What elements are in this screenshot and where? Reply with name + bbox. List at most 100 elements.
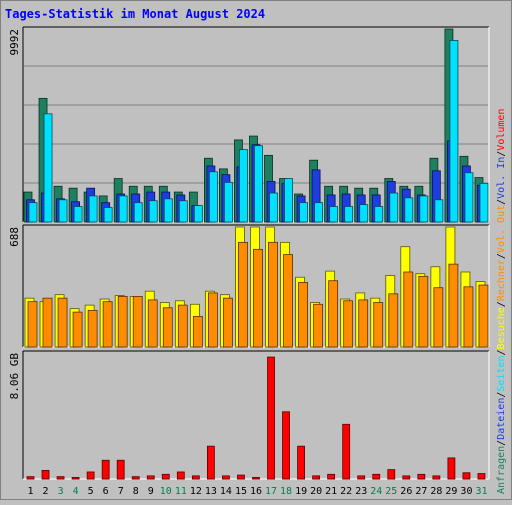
legend-item: Besuche [496, 307, 507, 349]
day-label-6: 6 [103, 486, 109, 497]
day-label-24: 24 [370, 486, 382, 497]
bar-volume-volumen-day-10 [161, 473, 170, 480]
day-label-20: 20 [310, 486, 322, 497]
bar-hits-seiten-day-24 [374, 206, 384, 223]
bar-visits-rechner-day-18 [283, 254, 293, 348]
day-label-2: 2 [43, 486, 49, 497]
bar-volume-volumen-day-16 [252, 477, 260, 480]
bar-hits-seiten-day-9 [148, 200, 158, 223]
bar-visits-rechner-day-13 [207, 292, 218, 348]
bar-volume-volumen-day-28 [432, 475, 441, 480]
legend-item: / [496, 199, 507, 205]
bar-hits-seiten-day-27 [419, 195, 429, 223]
bar-volume-volumen-day-8 [131, 476, 140, 480]
bar-hits-seiten-day-11 [178, 200, 188, 223]
day-label-26: 26 [400, 486, 412, 497]
bar-volume-volumen-day-15 [237, 474, 245, 480]
panel-hits-max-label: 9992 [8, 29, 21, 56]
bar-volume-volumen-day-5 [86, 471, 95, 480]
bar-visits-rechner-day-27 [418, 275, 429, 348]
bar-hits-seiten-day-26 [404, 197, 414, 223]
day-label-3: 3 [58, 486, 64, 497]
day-label-17: 17 [265, 486, 277, 497]
bar-hits-seiten-day-5 [88, 195, 98, 223]
legend-item: / [496, 253, 507, 259]
bar-visits-rechner-day-31 [478, 284, 489, 348]
bar-visits-rechner-day-25 [388, 293, 399, 348]
day-label-29: 29 [445, 486, 457, 497]
bar-visits-rechner-day-15 [238, 241, 248, 348]
legend-item: Seiten [496, 355, 507, 391]
legend-item: / [496, 151, 507, 157]
day-label-12: 12 [190, 486, 202, 497]
bar-hits-seiten-day-19 [299, 202, 308, 223]
bar-volume-volumen-day-23 [357, 475, 366, 480]
bar-visits-rechner-day-12 [192, 316, 203, 348]
bar-visits-rechner-day-20 [313, 303, 324, 348]
day-label-28: 28 [430, 486, 442, 497]
day-label-14: 14 [220, 486, 232, 497]
day-label-8: 8 [133, 486, 139, 497]
bar-hits-seiten-day-25 [389, 192, 399, 223]
bar-volume-volumen-day-31 [477, 473, 486, 480]
bar-hits-seiten-day-29 [449, 40, 459, 223]
day-label-1: 1 [28, 486, 34, 497]
day-label-16: 16 [250, 486, 262, 497]
day-label-13: 13 [205, 486, 217, 497]
bar-hits-seiten-day-3 [58, 199, 68, 223]
bar-volume-volumen-day-29 [447, 457, 456, 480]
day-label-7: 7 [118, 486, 124, 497]
bar-volume-volumen-day-11 [176, 471, 185, 480]
bar-hits-seiten-day-14 [224, 182, 233, 223]
bar-volume-volumen-day-1 [26, 476, 35, 480]
bar-visits-rechner-day-11 [177, 304, 188, 348]
bar-hits-seiten-day-18 [284, 178, 293, 223]
bar-volume-volumen-day-9 [146, 475, 155, 480]
bar-volume-volumen-day-2 [41, 470, 50, 480]
day-label-31: 31 [475, 486, 487, 497]
bar-hits-seiten-day-28 [434, 199, 444, 223]
day-label-4: 4 [73, 486, 79, 497]
bar-visits-rechner-day-19 [298, 282, 308, 348]
bar-hits-seiten-day-20 [314, 202, 324, 223]
day-label-25: 25 [385, 486, 397, 497]
bar-visits-rechner-day-23 [358, 299, 369, 348]
day-label-15: 15 [235, 486, 247, 497]
bar-hits-seiten-day-16 [254, 145, 263, 223]
bar-hits-seiten-day-12 [193, 205, 203, 223]
bar-volume-volumen-day-13 [206, 445, 215, 480]
bar-visits-rechner-day-26 [403, 271, 414, 348]
panel-volume-max-label: 8.06 GB [8, 353, 21, 400]
day-label-10: 10 [160, 486, 172, 497]
bar-visits-rechner-day-21 [328, 280, 339, 348]
panel-volume-background [23, 351, 489, 479]
bar-visits-rechner-day-22 [343, 300, 354, 348]
bar-volume-volumen-day-18 [282, 411, 290, 480]
bar-visits-rechner-day-8 [132, 296, 143, 348]
bar-hits-seiten-day-22 [344, 206, 354, 223]
bar-volume-volumen-day-7 [116, 459, 125, 480]
bar-visits-rechner-day-7 [117, 296, 128, 348]
right-legend: Anfragen/Dateien/Seiten/Besuche/Rechner/… [496, 109, 507, 494]
bar-visits-rechner-day-17 [268, 241, 278, 348]
bar-hits-seiten-day-2 [43, 113, 53, 223]
bar-volume-volumen-day-24 [372, 473, 381, 480]
bar-visits-rechner-day-4 [72, 311, 83, 348]
bar-volume-volumen-day-21 [327, 473, 336, 480]
bar-visits-rechner-day-16 [253, 248, 263, 348]
legend-item: Volumen [496, 109, 507, 151]
bar-volume-volumen-day-17 [267, 356, 275, 480]
legend-item: Vol. Out [496, 205, 507, 253]
bar-hits-seiten-day-10 [163, 198, 173, 223]
bar-visits-rechner-day-28 [433, 287, 444, 348]
bar-hits-seiten-day-6 [103, 207, 113, 223]
bar-visits-rechner-day-9 [147, 299, 158, 348]
legend-item: Vol. In [496, 157, 507, 199]
day-label-23: 23 [355, 486, 367, 497]
bar-hits-seiten-day-31 [479, 182, 489, 223]
bar-volume-volumen-day-22 [342, 423, 351, 480]
bar-visits-rechner-day-10 [162, 307, 173, 348]
bar-volume-volumen-day-26 [402, 475, 411, 480]
